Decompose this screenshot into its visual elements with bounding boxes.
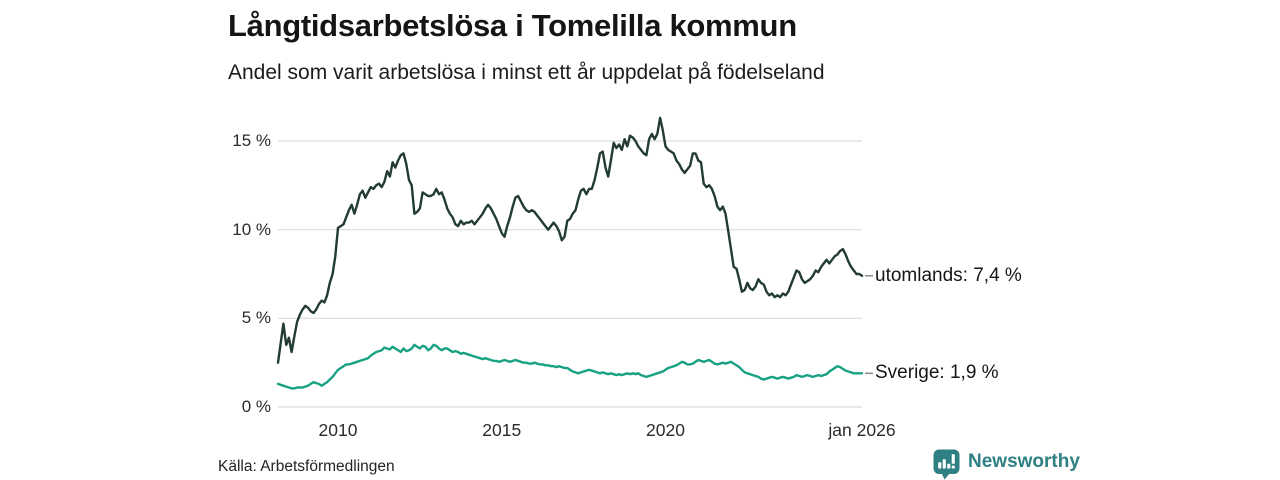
source-note: Källa: Arbetsförmedlingen: [218, 458, 395, 475]
Sverige-end-label: Sverige: 1,9 %: [875, 362, 999, 384]
Sverige-line: [276, 343, 864, 390]
x-tick-label: 2010: [318, 420, 358, 440]
chart-subtitle: Andel som varit arbetslösa i minst ett å…: [228, 61, 825, 84]
utomlands-line: [276, 116, 864, 364]
newsworthy-wordmark: Newsworthy: [968, 451, 1080, 472]
y-tick-label: 0 %: [241, 397, 271, 416]
chart-title: Långtidsarbetslösa i Tomelilla kommun: [228, 8, 797, 43]
utomlands-end-label: utomlands: 7,4 %: [875, 264, 1022, 286]
newsworthy-logo: Newsworthy: [933, 449, 1080, 480]
x-tick-label: 2015: [482, 420, 522, 440]
x-tick-label: jan 2026: [828, 420, 896, 440]
bar-chart-speech-bubble-icon: [933, 449, 960, 480]
y-tick-label: 10 %: [232, 219, 271, 239]
x-tick-label: 2020: [646, 420, 685, 440]
y-tick-label: 15 %: [232, 131, 271, 150]
y-tick-label: 5 %: [241, 308, 271, 328]
